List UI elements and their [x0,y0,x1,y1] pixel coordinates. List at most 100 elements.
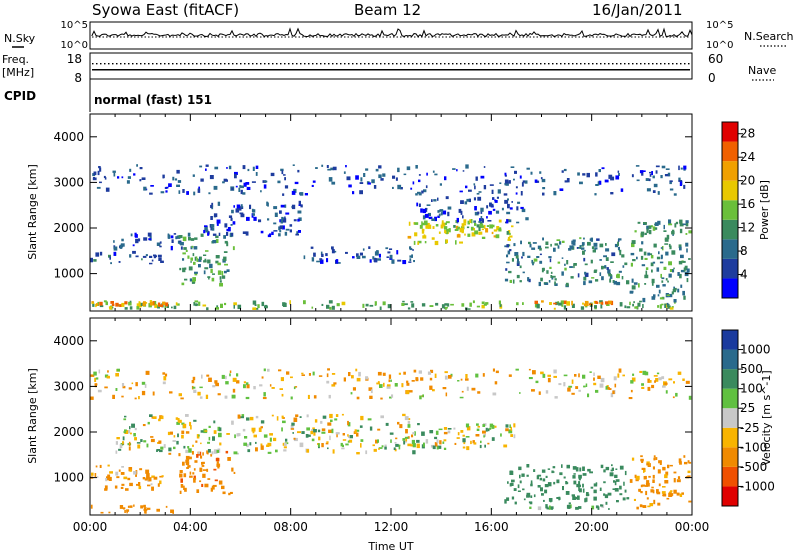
power-cell-r12 [665,251,669,256]
velocity-cell-r5 [611,464,613,467]
power-cell-r0 [382,301,386,306]
velocity-cell-r5 [572,475,576,479]
power-cell-r7 [421,230,425,234]
velocity-cell-r8 [406,382,410,386]
velocity-cell-r4 [460,430,464,433]
velocity-colorbar-cells [722,330,738,506]
velocity-cell-r7 [643,476,646,480]
power-cell-r3 [173,233,177,235]
power-colorbar-tick-label: 12 [740,221,755,235]
power-cell-r13 [577,172,580,176]
power-cell-r4 [198,258,202,262]
power-cell-r1 [121,302,125,307]
power-cell-r13 [423,189,427,193]
power-cell-r13 [468,189,472,192]
velocity-cell-r7 [662,494,666,497]
velocity-cell-r8 [376,382,380,385]
power-cell-r5 [238,208,242,211]
power-cell-r0 [136,303,141,308]
velocity-cell-r8 [403,371,406,375]
y-tick-label: 3000 [53,175,84,189]
velocity-cell-r1 [178,453,181,457]
power-cell-r0 [261,301,265,307]
power-cell-r8 [454,228,459,231]
power-cell-r11 [608,300,612,305]
power-colorbar-tick-label: 20 [740,174,755,188]
velocity-cell-r4 [425,439,429,444]
power-cell-r7 [498,219,502,223]
velocity-cell-r2 [121,466,124,468]
power-cell-r2 [113,251,117,256]
power-cell-r13 [284,177,286,181]
velocity-cell-r8 [379,384,383,388]
power-cell-r8 [492,224,495,228]
velocity-cell-r4 [434,442,438,447]
power-cell-r13 [113,172,116,177]
velocity-cell-r8 [365,376,369,380]
velocity-cell-r3 [410,444,415,447]
power-cell-r4 [180,242,184,246]
velocity-cell-r1 [196,454,199,458]
power-cell-r12 [656,267,660,272]
velocity-cell-r5 [624,489,627,493]
velocity-cell-r3 [282,420,286,424]
velocity-cell-r7 [688,500,692,503]
velocity-cell-r1 [227,457,231,461]
power-cell-r10 [579,237,582,240]
power-cell-r12 [672,233,674,236]
power-cell-r7 [511,225,514,228]
velocity-cell-r3 [347,434,349,437]
velocity-cell-r1 [193,475,196,479]
power-cell-r13 [328,177,333,182]
power-cell-r5 [280,204,285,208]
power-cell-r10 [596,238,600,241]
velocity-cell-r6 [600,504,603,507]
velocity-cell-r8 [261,376,264,379]
velocity-cell-r3 [347,420,349,426]
velocity-cell-r8 [593,372,595,376]
velocity-cell-r7 [633,498,636,501]
velocity-cell-r8 [465,378,469,381]
power-cell-r7 [431,237,435,240]
velocity-cell-r3 [152,416,157,419]
power-cell-r12 [664,237,669,242]
velocity-cell-r8 [405,390,410,395]
velocity-cell-r5 [578,484,581,488]
power-cell-r0 [145,302,148,304]
velocity-cell-r7 [679,493,683,497]
power-cell-r13 [563,168,567,172]
velocity-cell-r2 [128,467,133,472]
velocity-cell-r5 [615,468,618,470]
power-cell-r0 [362,303,365,308]
velocity-cell-r2 [150,483,153,486]
power-cell-r13 [655,165,660,168]
power-cell-r13 [540,177,543,180]
velocity-cell-r1 [201,461,204,465]
power-cell-r12 [675,221,679,225]
power-cell-r13 [648,178,651,182]
power-cell-r13 [652,190,656,193]
velocity-cell-r8 [106,375,110,379]
power-cell-r0 [667,303,670,308]
power-cell-r13 [395,177,398,181]
velocity-cell-r4 [487,442,490,445]
velocity-cell-r8 [593,382,597,386]
power-cell-r6 [311,257,315,262]
velocity-cell-r5 [578,481,581,486]
power-cell-r0 [401,302,405,306]
velocity-cell-r8 [380,397,383,400]
velocity-cell-r3 [342,433,345,436]
velocity-cell-r3 [297,431,301,434]
power-cell-r4 [194,271,198,274]
velocity-cell-r7 [643,468,645,473]
velocity-cell-r0 [108,511,111,514]
power-cell-r6 [387,251,391,254]
power-cell-r10 [549,266,552,269]
power-cell-r13 [542,187,546,190]
velocity-cell-r8 [668,378,673,381]
power-cell-r7 [497,227,502,229]
velocity-cell-r8 [595,389,599,393]
velocity-cell-r5 [507,481,509,484]
power-cell-r4 [188,237,191,240]
